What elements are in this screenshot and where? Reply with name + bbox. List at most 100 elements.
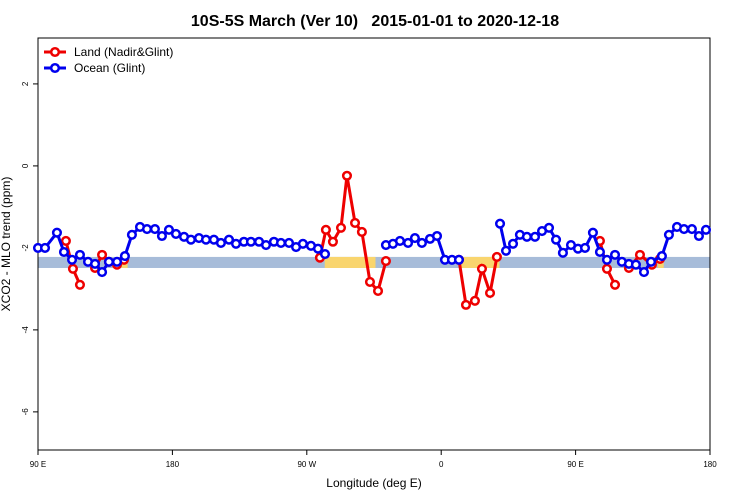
- point: [74, 249, 86, 260]
- point: [356, 226, 367, 237]
- x-axis-label: Longitude (deg E): [326, 476, 421, 490]
- y-tick-label: 0: [21, 163, 30, 168]
- point: [630, 259, 641, 270]
- point: [327, 236, 338, 247]
- y-axis-label: XCO2 - MLO trend (ppm): [0, 177, 13, 312]
- point: [494, 218, 506, 229]
- point: [550, 234, 562, 245]
- legend-label: Ocean (Glint): [74, 61, 145, 75]
- point: [557, 247, 568, 258]
- point: [60, 235, 71, 246]
- point: [476, 263, 488, 274]
- x-tick-label: 180: [703, 460, 717, 469]
- point: [579, 242, 591, 253]
- x-tick-label: 0: [439, 460, 444, 469]
- point: [663, 229, 674, 240]
- point: [416, 237, 427, 249]
- point: [469, 295, 480, 306]
- point: [51, 227, 63, 238]
- land-band: [460, 256, 500, 268]
- point: [312, 243, 324, 254]
- point: [215, 237, 226, 249]
- legend-marker: [49, 62, 61, 74]
- point: [245, 236, 256, 247]
- point: [529, 231, 541, 242]
- point: [58, 246, 70, 258]
- x-tick-label: 90 E: [567, 460, 583, 469]
- point: [103, 256, 114, 267]
- point: [97, 249, 108, 260]
- point: [319, 248, 331, 260]
- point: [126, 229, 137, 240]
- chart-title: 10S-5S March (Ver 10) 2015-01-01 to 2020…: [191, 13, 559, 30]
- series-line: [318, 175, 388, 295]
- point: [320, 224, 331, 235]
- point: [543, 222, 555, 233]
- point: [634, 249, 646, 260]
- y-tick-label: 2: [21, 81, 30, 86]
- point: [156, 230, 167, 242]
- point: [97, 267, 108, 278]
- point: [638, 267, 650, 278]
- x-tick-label: 180: [166, 460, 180, 469]
- point: [170, 228, 182, 240]
- point: [149, 223, 160, 235]
- point: [349, 217, 361, 228]
- series-line: [457, 256, 499, 308]
- y-tick-label: -6: [21, 408, 30, 416]
- point: [163, 224, 175, 235]
- land-band: [324, 256, 376, 268]
- point: [686, 223, 697, 235]
- point: [453, 254, 465, 265]
- point: [74, 279, 86, 290]
- point: [297, 238, 308, 249]
- point: [484, 287, 496, 299]
- point: [587, 227, 598, 238]
- point: [67, 263, 78, 274]
- legend-marker: [49, 46, 61, 58]
- point: [39, 242, 51, 253]
- y-tick-label: -2: [21, 244, 30, 252]
- point: [66, 254, 78, 265]
- point: [460, 299, 472, 310]
- point: [111, 256, 123, 267]
- point: [409, 233, 420, 244]
- point: [364, 276, 376, 287]
- point: [601, 254, 613, 265]
- series: [32, 218, 712, 278]
- point: [645, 256, 657, 267]
- point: [141, 223, 153, 235]
- x-tick-label: 90 W: [297, 460, 316, 469]
- point: [223, 234, 235, 245]
- point: [185, 234, 196, 245]
- y-tick-label: -4: [21, 326, 30, 334]
- point: [230, 238, 242, 249]
- point: [89, 258, 101, 269]
- point: [431, 230, 443, 242]
- point: [380, 255, 391, 267]
- point: [260, 239, 272, 251]
- point: [500, 245, 512, 256]
- point: [119, 251, 130, 262]
- point: [341, 170, 353, 181]
- point: [700, 224, 712, 235]
- point: [394, 235, 406, 246]
- point: [372, 285, 384, 296]
- point: [507, 238, 519, 249]
- x-tick-label: 90 E: [30, 460, 46, 469]
- series: [60, 170, 666, 310]
- point: [283, 237, 295, 249]
- point: [609, 279, 621, 290]
- point: [609, 249, 621, 260]
- point: [521, 231, 532, 242]
- legend-label: Land (Nadir&Glint): [74, 45, 173, 59]
- plot-frame: [37, 37, 711, 451]
- point: [601, 263, 613, 274]
- point: [275, 237, 287, 249]
- point: [693, 230, 704, 242]
- point: [402, 237, 414, 249]
- point: [335, 222, 347, 233]
- point: [594, 246, 605, 258]
- point: [656, 251, 667, 262]
